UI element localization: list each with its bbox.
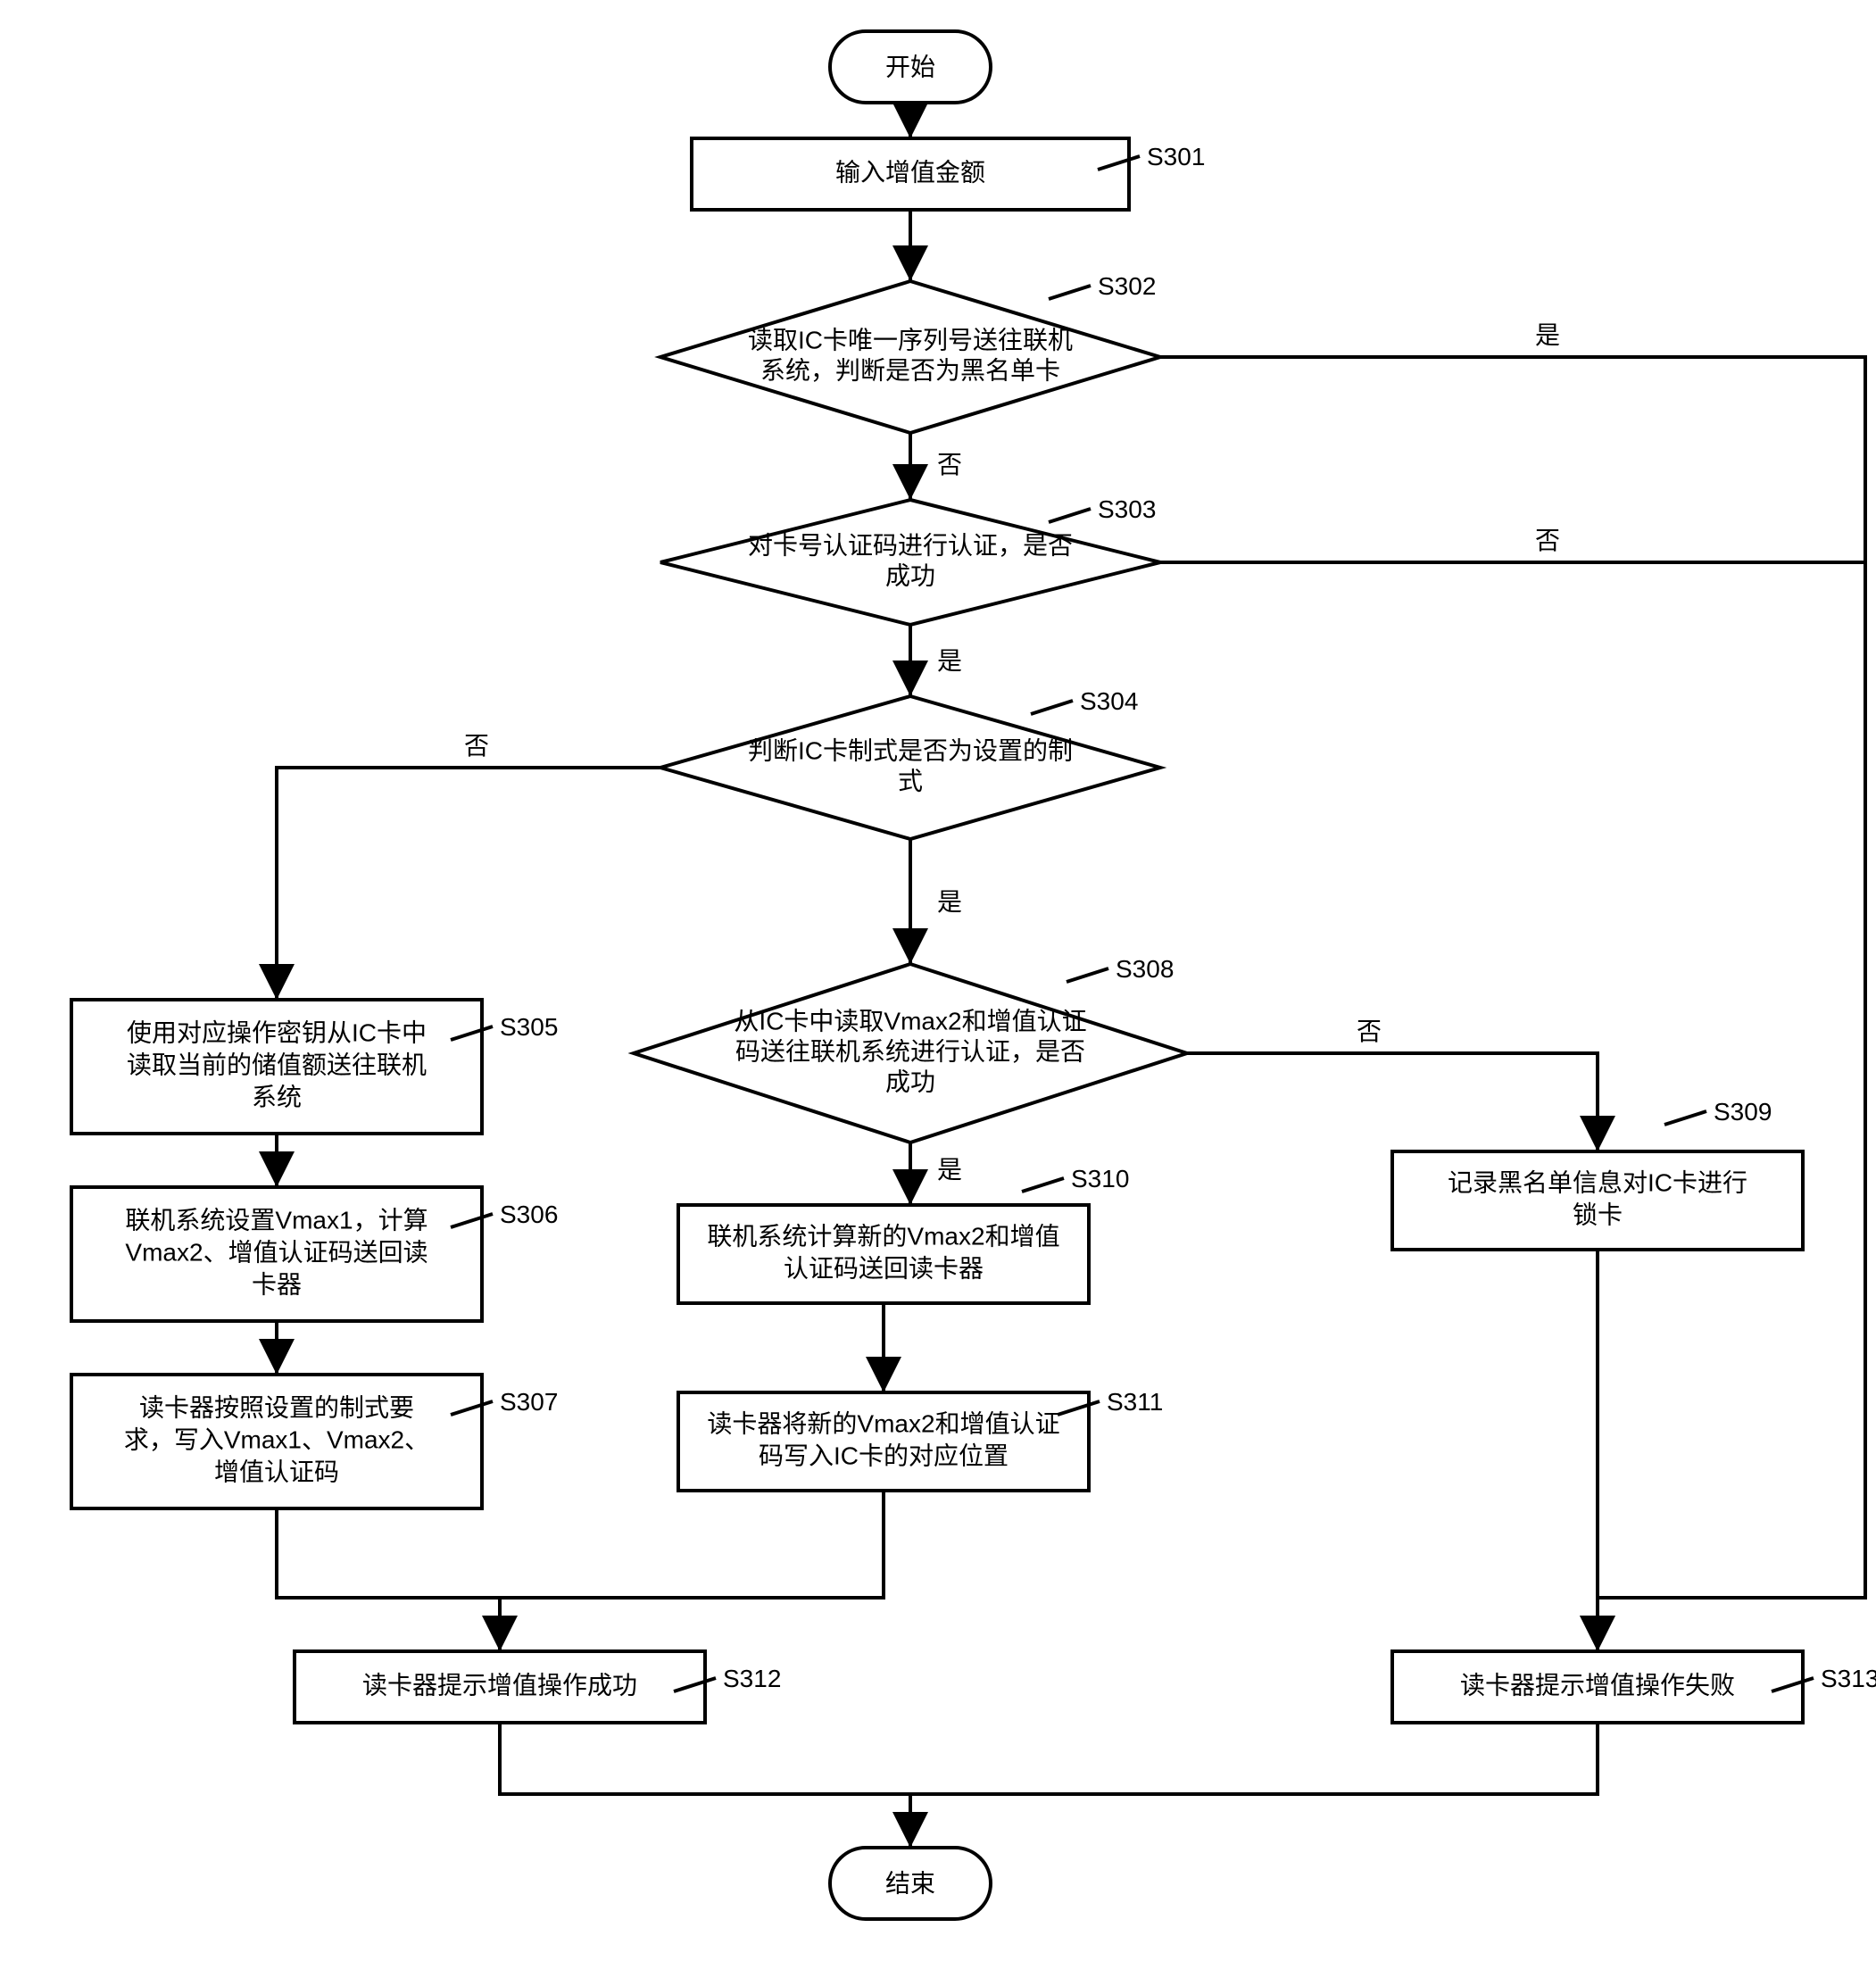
- node-s303: 对卡号认证码进行认证，是否成功: [660, 500, 1160, 625]
- node-s308: 从IC卡中读取Vmax2和增值认证码送往联机系统进行认证，是否成功: [634, 964, 1187, 1143]
- step-label-s303: S303: [1098, 495, 1156, 523]
- svg-text:系统，判断是否为黑名单卡: 系统，判断是否为黑名单卡: [760, 356, 1060, 384]
- step-label-s313: S313: [1821, 1665, 1876, 1692]
- edge-s304-left: [277, 768, 660, 1000]
- step-label-s305: S305: [500, 1013, 558, 1041]
- svg-text:锁卡: 锁卡: [1573, 1201, 1623, 1228]
- edge-label-s308_yes: 是: [937, 1156, 962, 1184]
- svg-text:联机系统设置Vmax1，计算: 联机系统设置Vmax1，计算: [125, 1206, 427, 1234]
- step-label-s312: S312: [723, 1665, 781, 1692]
- end-terminal: 结束: [830, 1848, 991, 1919]
- edge-s307-bottom: [277, 1508, 500, 1651]
- node-s309: 记录黑名单信息对IC卡进行锁卡: [1392, 1151, 1803, 1250]
- edge-s311-bottom: [500, 1491, 884, 1598]
- step-label-s302: S302: [1098, 272, 1156, 300]
- node-s301: 输入增值金额: [692, 138, 1129, 210]
- svg-text:成功: 成功: [885, 561, 935, 589]
- svg-text:卡器: 卡器: [252, 1270, 302, 1298]
- svg-text:从IC卡中读取Vmax2和增值认证: 从IC卡中读取Vmax2和增值认证: [734, 1007, 1086, 1035]
- node-s312: 读卡器提示增值操作成功: [295, 1651, 705, 1723]
- edge-label-s302_no: 否: [937, 451, 962, 478]
- svg-text:读卡器按照设置的制式要: 读卡器按照设置的制式要: [139, 1393, 414, 1421]
- edge-s302-right: [1160, 357, 1865, 1651]
- svg-text:码送往联机系统进行认证，是否: 码送往联机系统进行认证，是否: [735, 1037, 1085, 1065]
- node-s307: 读卡器按照设置的制式要求，写入Vmax1、Vmax2、增值认证码: [71, 1375, 482, 1508]
- step-label-s310: S310: [1071, 1165, 1129, 1192]
- svg-text:系统: 系统: [252, 1083, 302, 1110]
- svg-text:记录黑名单信息对IC卡进行: 记录黑名单信息对IC卡进行: [1448, 1168, 1747, 1196]
- svg-text:联机系统计算新的Vmax2和增值: 联机系统计算新的Vmax2和增值: [707, 1222, 1059, 1250]
- svg-text:对卡号认证码进行认证，是否: 对卡号认证码进行认证，是否: [748, 531, 1073, 559]
- edge-s313-bottom: [910, 1723, 1598, 1794]
- svg-text:判断IC卡制式是否为设置的制: 判断IC卡制式是否为设置的制: [748, 736, 1073, 764]
- edge-label-s304_no: 否: [464, 732, 489, 760]
- node-s305: 使用对应操作密钥从IC卡中读取当前的储值额送往联机系统: [71, 1000, 482, 1134]
- svg-text:输入增值金额: 输入增值金额: [835, 158, 985, 186]
- step-label-s311: S311: [1107, 1388, 1163, 1416]
- step-label-s306: S306: [500, 1201, 558, 1228]
- svg-text:读卡器将新的Vmax2和增值认证: 读卡器将新的Vmax2和增值认证: [707, 1409, 1059, 1437]
- svg-text:求，写入Vmax1、Vmax2、: 求，写入Vmax1、Vmax2、: [124, 1425, 429, 1453]
- svg-text:认证码送回读卡器: 认证码送回读卡器: [784, 1254, 984, 1282]
- edge-s312-bottom: [500, 1723, 910, 1848]
- flowchart: 开始结束输入增值金额使用对应操作密钥从IC卡中读取当前的储值额送往联机系统联机系…: [18, 18, 1876, 1943]
- svg-text:Vmax2、增值认证码送回读: Vmax2、增值认证码送回读: [125, 1238, 427, 1266]
- svg-text:结束: 结束: [885, 1869, 935, 1897]
- edge-label-s303_no: 否: [1535, 527, 1560, 554]
- svg-text:读卡器提示增值操作成功: 读卡器提示增值操作成功: [362, 1671, 637, 1699]
- svg-text:成功: 成功: [885, 1068, 935, 1095]
- node-s306: 联机系统设置Vmax1，计算 Vmax2、增值认证码送回读卡器: [71, 1187, 482, 1321]
- edge-label-s303_yes: 是: [937, 647, 962, 675]
- svg-text:增值认证码: 增值认证码: [214, 1458, 339, 1485]
- edge-label-s304_yes: 是: [937, 888, 962, 916]
- step-label-s309: S309: [1714, 1098, 1772, 1126]
- step-label-s304: S304: [1080, 687, 1138, 715]
- node-s304: 判断IC卡制式是否为设置的制式: [660, 696, 1160, 839]
- svg-text:使用对应操作密钥从IC卡中: 使用对应操作密钥从IC卡中: [127, 1018, 427, 1046]
- node-s302: 读取IC卡唯一序列号送往联机系统，判断是否为黑名单卡: [660, 281, 1160, 433]
- svg-text:开始: 开始: [885, 53, 935, 80]
- svg-text:读取当前的储值额送往联机: 读取当前的储值额送往联机: [127, 1051, 427, 1078]
- edge-label-s308_no: 否: [1357, 1018, 1382, 1045]
- node-s313: 读卡器提示增值操作失败: [1392, 1651, 1803, 1723]
- node-s310: 联机系统计算新的Vmax2和增值认证码送回读卡器: [678, 1205, 1089, 1303]
- svg-text:码写入IC卡的对应位置: 码写入IC卡的对应位置: [759, 1442, 1009, 1469]
- svg-text:读卡器提示增值操作失败: 读卡器提示增值操作失败: [1460, 1671, 1735, 1699]
- edge-label-s302_yes: 是: [1535, 321, 1560, 349]
- svg-text:式: 式: [898, 767, 923, 794]
- start-terminal: 开始: [830, 31, 991, 103]
- step-label-s307: S307: [500, 1388, 558, 1416]
- svg-text:读取IC卡唯一序列号送往联机: 读取IC卡唯一序列号送往联机: [748, 326, 1073, 353]
- node-s311: 读卡器将新的Vmax2和增值认证码写入IC卡的对应位置: [678, 1392, 1089, 1491]
- step-label-s301: S301: [1147, 143, 1205, 170]
- edge-s308-right: [1187, 1053, 1598, 1151]
- step-label-s308: S308: [1116, 955, 1174, 983]
